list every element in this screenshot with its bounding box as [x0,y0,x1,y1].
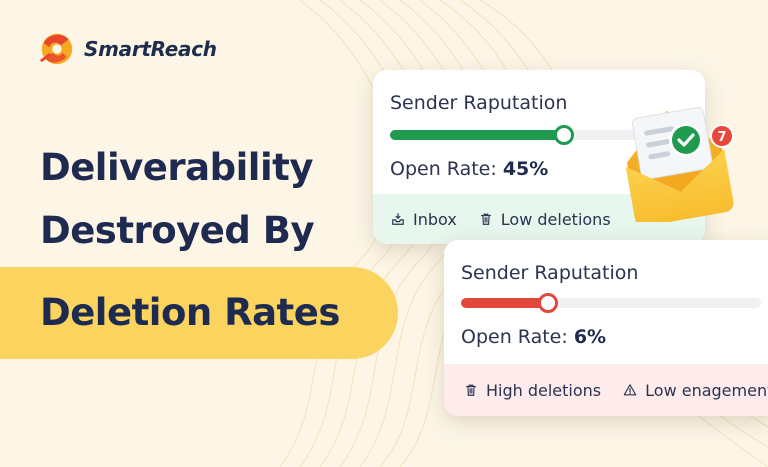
open-rate-value: 6% [573,326,607,348]
footer-label: Low deletions [500,209,611,229]
open-rate-value: 45% [502,158,549,180]
reputation-slider-knob[interactable] [538,293,558,313]
reputation-fill [461,298,548,308]
open-rate: Open Rate: 6% [461,326,606,348]
open-rate-label: Open Rate: [390,158,497,180]
brand-name: SmartReach [84,37,217,61]
open-rate: Open Rate: 45% [390,158,548,180]
card-title: Sender Raputation [461,262,639,284]
footer-item-deletions: Low deletions [479,210,611,229]
trash-icon [480,213,491,225]
reputation-card-bad: Sender Raputation Open Rate: 6% High del… [444,240,768,416]
headline: Deliverability Destroyed By [40,136,315,262]
footer-label: High deletions [486,380,602,400]
footer-item-deletions: High deletions [464,381,601,400]
headline-line-2: Destroyed By [40,209,315,252]
footer-item-inbox: Inbox [391,210,457,229]
brand-logo[interactable]: SmartReach [38,30,217,68]
check-badge [672,126,700,154]
card-title: Sender Raputation [390,92,568,114]
reputation-track [461,293,761,313]
footer-label: Low enagement [645,380,768,400]
trash-icon [466,384,476,396]
highlight-pill [0,267,398,359]
footer-label: Inbox [413,209,457,229]
smartreach-logo-icon [40,33,73,65]
headline-line-1: Deliverability [40,146,313,189]
headline-highlight: Deletion Rates [40,291,340,334]
card-footer: High deletions Low enagement [444,364,768,416]
notification-count: 7 [717,130,726,145]
inbox-icon [392,213,404,225]
reputation-slider-knob[interactable] [554,125,574,145]
warning-icon [623,384,637,396]
reputation-track [390,125,690,145]
footer-item-engagement: Low enagement [623,381,768,400]
envelope-icon: 7 [625,106,734,222]
reputation-fill [390,130,564,140]
open-rate-label: Open Rate: [461,326,568,348]
